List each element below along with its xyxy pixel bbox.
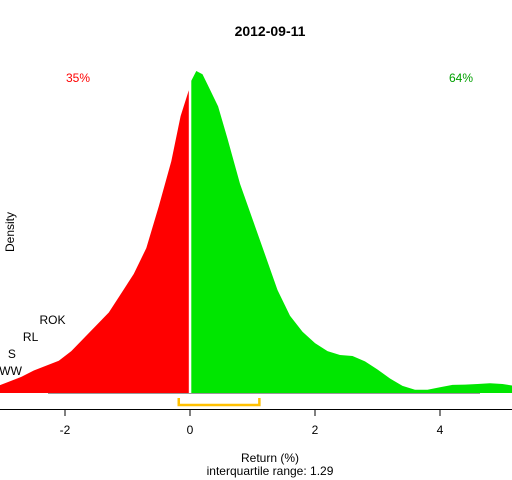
y-axis-label: Density [3,212,17,252]
iqr-bracket [177,398,261,407]
chart-title: 2012-09-11 [235,23,306,39]
ticker-label: ROK [39,313,65,327]
x-axis: -4-202468 [0,409,512,437]
x-tick-label: 2 [312,423,319,437]
ticker-label: RL [23,330,39,344]
positive-density-area [191,71,512,393]
density-areas [0,71,512,393]
iqr-subtitle: interquartile range: 1.29 [207,464,334,478]
negative-share-label: 35% [66,71,90,85]
x-tick-label: 0 [187,423,194,437]
ticker-label: S [8,347,16,361]
positive-share-label: 64% [449,71,473,85]
ticker-label: MWW [0,364,23,378]
x-tick-label: 4 [437,423,444,437]
negative-density-area [0,90,189,393]
ticker-labels: ROKRLSMWWCOGCLFANRAMD [0,313,66,378]
x-tick-label: -2 [60,423,71,437]
x-axis-label: Return (%) [241,451,299,465]
